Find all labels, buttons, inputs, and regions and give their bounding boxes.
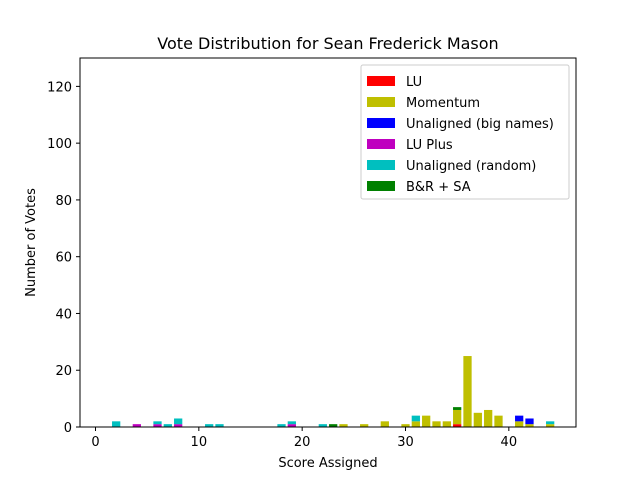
bar-momentum-34 xyxy=(442,421,451,427)
bar-b-r-sa-35 xyxy=(453,407,462,410)
x-tick-label: 30 xyxy=(397,435,414,450)
bar-momentum-35 xyxy=(453,409,462,425)
bar-momentum-26 xyxy=(360,424,369,427)
bar-momentum-39 xyxy=(494,415,503,427)
bar-lu-plus-19 xyxy=(287,424,296,427)
bar-momentum-42 xyxy=(525,424,534,427)
bar-unaligned-random--22 xyxy=(318,424,327,427)
bar-unaligned-random--19 xyxy=(287,421,296,425)
y-axis-ticks: 0 20 40 60 80 100 120 xyxy=(47,80,80,436)
bars-layer xyxy=(112,356,555,427)
bar-momentum-41 xyxy=(515,421,524,427)
bar-unaligned-big-names--41 xyxy=(515,415,524,422)
x-tick-label: 20 xyxy=(294,435,311,450)
bar-momentum-24 xyxy=(339,424,348,427)
bar-lu-plus-4 xyxy=(132,424,141,427)
legend-swatch-b-r-sa xyxy=(367,181,395,191)
legend-label-lu: LU xyxy=(406,75,422,90)
bar-lu-plus-8 xyxy=(174,424,183,427)
bar-unaligned-big-names--42 xyxy=(525,418,534,425)
bar-momentum-33 xyxy=(432,421,441,427)
bar-lu-plus-6 xyxy=(153,424,162,427)
bar-unaligned-random--44 xyxy=(546,421,555,425)
bar-momentum-31 xyxy=(411,421,420,427)
legend: LU Momentum Unaligned (big names) LU Plus Un… xyxy=(360,64,570,200)
legend-label-unaligned-random-: Unaligned (random) xyxy=(406,159,536,174)
bar-momentum-32 xyxy=(422,415,431,427)
legend-label-unaligned-big-names-: Unaligned (big names) xyxy=(406,117,554,132)
legend-swatch-unaligned-random- xyxy=(367,160,395,170)
legend-box xyxy=(360,64,570,200)
bar-b-r-sa-23 xyxy=(329,424,338,427)
y-tick-label: 120 xyxy=(47,80,72,95)
bar-unaligned-random--11 xyxy=(205,424,214,427)
y-tick-label: 20 xyxy=(55,364,72,379)
bar-unaligned-random--8 xyxy=(174,418,183,425)
legend-swatch-unaligned-big-names- xyxy=(367,118,395,128)
x-tick-label: 10 xyxy=(191,435,208,450)
bar-unaligned-random--6 xyxy=(153,421,162,425)
legend-swatch-lu xyxy=(367,76,395,86)
bar-unaligned-random--12 xyxy=(215,424,224,427)
y-tick-label: 60 xyxy=(55,251,72,266)
bar-momentum-28 xyxy=(380,421,389,427)
bar-lu-35 xyxy=(453,424,462,427)
y-axis-label: Number of Votes xyxy=(24,188,39,297)
plot-frame xyxy=(79,57,577,428)
bar-unaligned-random--18 xyxy=(277,424,286,427)
bar-momentum-37 xyxy=(473,412,482,427)
bar-momentum-36 xyxy=(463,356,472,427)
y-tick-label: 100 xyxy=(47,137,72,152)
legend-label-b-r-sa: B&R + SA xyxy=(406,180,471,195)
legend-label-lu-plus: LU Plus xyxy=(406,138,453,153)
bar-unaligned-random--31 xyxy=(411,415,420,422)
legend-label-momentum: Momentum xyxy=(406,96,480,111)
x-axis-label: Score Assigned xyxy=(278,456,377,471)
y-tick-label: 0 xyxy=(64,421,72,436)
bar-unaligned-random--7 xyxy=(163,424,172,427)
x-tick-label: 0 xyxy=(91,435,99,450)
y-tick-label: 80 xyxy=(55,194,72,209)
x-axis-ticks: 0 10 20 30 40 xyxy=(91,427,517,450)
legend-swatch-momentum xyxy=(367,97,395,107)
bar-momentum-38 xyxy=(484,409,493,427)
chart-title: Vote Distribution for Sean Frederick Mas… xyxy=(157,34,498,53)
bar-momentum-30 xyxy=(401,424,410,427)
x-tick-label: 40 xyxy=(501,435,518,450)
legend-swatch-lu-plus xyxy=(367,139,395,149)
bar-unaligned-random--2 xyxy=(112,421,121,427)
y-tick-label: 40 xyxy=(55,307,72,322)
bar-momentum-44 xyxy=(546,424,555,427)
